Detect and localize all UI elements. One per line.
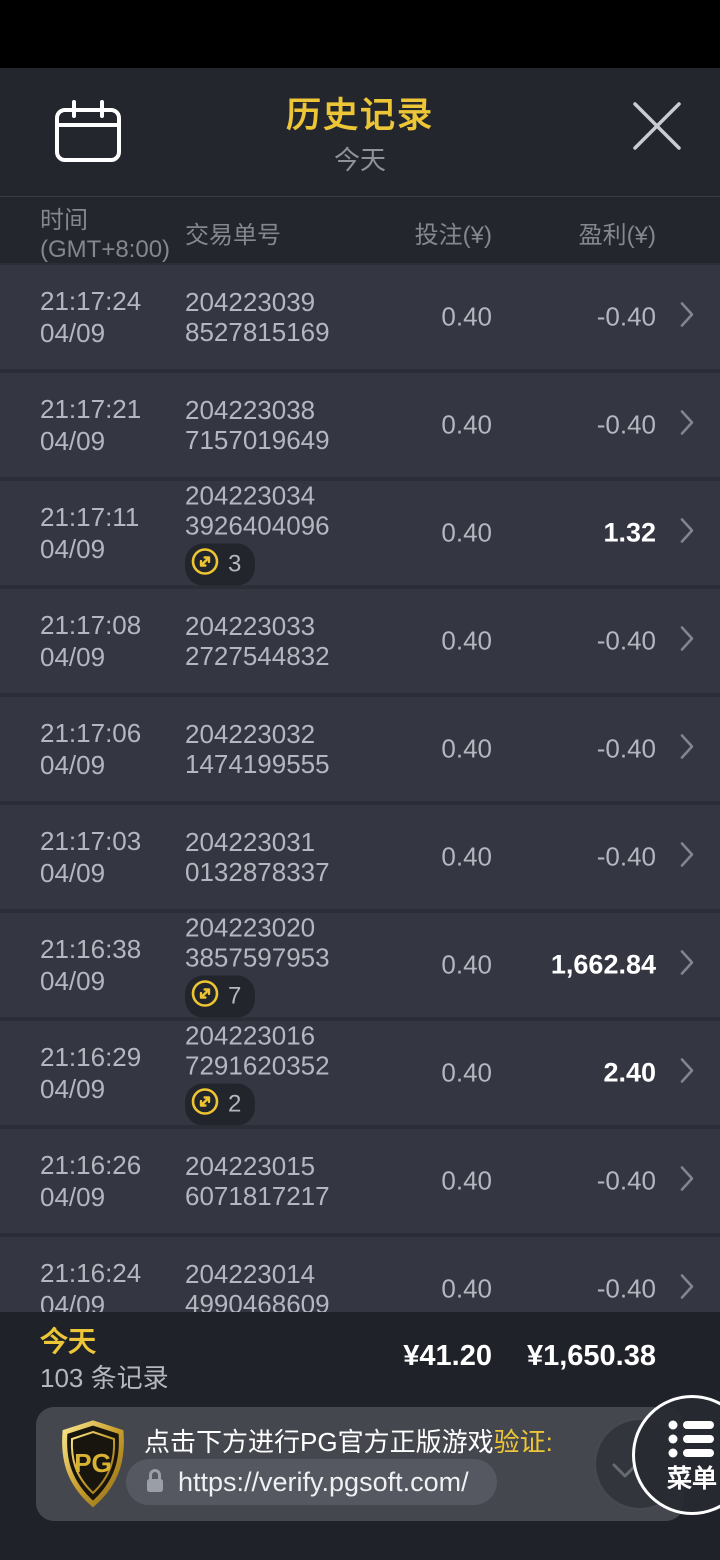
row-order-number: 204223038 7157019649 — [185, 395, 330, 455]
row-bet: 0.40 — [441, 517, 492, 548]
verify-url: https://verify.pgsoft.com/ — [178, 1466, 469, 1497]
history-row[interactable]: 21:17:06 04/09 204223032 1474199555 0.40… — [0, 697, 720, 801]
row-bet: 0.40 — [441, 1165, 492, 1196]
verify-url-button[interactable]: https://verify.pgsoft.com/ — [126, 1459, 497, 1505]
row-order-number: 204223020 3857597953 7 — [185, 913, 330, 1018]
status-bar — [0, 0, 720, 68]
chevron-right-icon — [680, 410, 694, 441]
row-order-number: 204223015 6071817217 — [185, 1151, 330, 1211]
chevron-down-icon — [612, 1462, 638, 1485]
row-time: 21:16:29 04/09 — [40, 1042, 142, 1104]
history-list: 21:17:24 04/09 204223039 8527815169 0.40… — [0, 263, 720, 1312]
menu-button-label: 菜单 — [666, 1464, 717, 1493]
free-spins-badge: 7 — [185, 975, 256, 1018]
chevron-right-icon — [680, 734, 694, 765]
row-time: 21:17:11 04/09 — [40, 502, 140, 564]
lock-icon — [144, 1467, 166, 1498]
row-time: 21:16:38 04/09 — [40, 934, 142, 996]
menu-button[interactable]: 菜单 — [632, 1395, 720, 1515]
row-profit: -0.40 — [596, 1273, 656, 1304]
row-profit: -0.40 — [596, 409, 656, 440]
row-order-number: 204223032 1474199555 — [185, 719, 330, 779]
table-header: 时间 (GMT+8:00) 交易单号 投注(¥) 盈利(¥) — [0, 196, 720, 263]
verify-card: PG 点击下方进行PG官方正版游戏验证: https://verify.pgso… — [36, 1407, 684, 1521]
row-bet: 0.40 — [441, 625, 492, 656]
svg-text:PG: PG — [74, 1448, 112, 1478]
close-icon — [629, 98, 685, 157]
row-time: 21:17:08 04/09 — [40, 610, 142, 672]
row-bet: 0.40 — [441, 1057, 492, 1088]
row-profit: -0.40 — [596, 841, 656, 872]
row-profit: 1,662.84 — [550, 949, 656, 980]
chevron-right-icon — [680, 518, 694, 549]
row-order-number: 204223031 0132878337 — [185, 827, 330, 887]
history-row[interactable]: 21:17:24 04/09 204223039 8527815169 0.40… — [0, 265, 720, 369]
row-order-number: 204223016 7291620352 2 — [185, 1021, 330, 1126]
free-spins-icon — [190, 1087, 220, 1123]
summary-total-bet: ¥41.20 — [403, 1340, 492, 1372]
free-spins-count: 2 — [228, 1090, 242, 1118]
row-bet: 0.40 — [441, 733, 492, 764]
free-spins-badge: 2 — [185, 1083, 256, 1126]
column-header-order: 交易单号 — [185, 222, 281, 249]
row-bet: 0.40 — [441, 301, 492, 332]
row-profit: 2.40 — [603, 1057, 656, 1088]
row-profit: -0.40 — [596, 1165, 656, 1196]
row-time: 21:17:24 04/09 — [40, 286, 142, 348]
row-order-number: 204223014 4990468609 — [185, 1259, 330, 1312]
history-row[interactable]: 21:17:08 04/09 204223033 2727544832 0.40… — [0, 589, 720, 693]
row-profit: -0.40 — [596, 733, 656, 764]
history-row[interactable]: 21:17:11 04/09 204223034 3926404096 3 0.… — [0, 481, 720, 586]
menu-list-icon — [668, 1419, 716, 1462]
row-profit: 1.32 — [603, 517, 656, 548]
history-row[interactable]: 21:16:24 04/09 204223014 4990468609 0.40… — [0, 1237, 720, 1312]
calendar-icon — [53, 99, 123, 167]
row-profit: -0.40 — [596, 301, 656, 332]
chevron-right-icon — [680, 1058, 694, 1089]
row-time: 21:17:03 04/09 — [40, 826, 142, 888]
verify-highlight: 验证: — [493, 1427, 553, 1457]
summary-total-profit: ¥1,650.38 — [526, 1340, 656, 1372]
free-spins-badge: 3 — [185, 543, 256, 586]
chevron-right-icon — [680, 842, 694, 873]
calendar-button[interactable] — [52, 99, 124, 167]
chevron-right-icon — [680, 1166, 694, 1197]
history-row[interactable]: 21:16:26 04/09 204223015 6071817217 0.40… — [0, 1129, 720, 1233]
row-profit: -0.40 — [596, 625, 656, 656]
free-spins-icon — [190, 979, 220, 1015]
free-spins-icon — [190, 547, 220, 583]
row-order-number: 204223034 3926404096 3 — [185, 481, 330, 586]
row-bet: 0.40 — [441, 409, 492, 440]
history-row[interactable]: 21:17:21 04/09 204223038 7157019649 0.40… — [0, 373, 720, 477]
verify-text: 点击下方进行PG官方正版游戏验证: — [144, 1427, 553, 1457]
chevron-right-icon — [680, 626, 694, 657]
row-bet: 0.40 — [441, 841, 492, 872]
free-spins-count: 3 — [228, 550, 242, 578]
row-order-number: 204223039 8527815169 — [185, 287, 330, 347]
row-time: 21:17:06 04/09 — [40, 718, 142, 780]
row-time: 21:17:21 04/09 — [40, 394, 142, 456]
bottom-section: 今天 103 条记录 ¥41.20 ¥1,650.38 PG — [0, 1312, 720, 1560]
history-row[interactable]: 21:16:29 04/09 204223016 7291620352 2 0.… — [0, 1021, 720, 1126]
history-row[interactable]: 21:17:03 04/09 204223031 0132878337 0.40… — [0, 805, 720, 909]
row-bet: 0.40 — [441, 949, 492, 980]
summary-period: 今天 — [40, 1326, 97, 1357]
history-row[interactable]: 21:16:38 04/09 204223020 3857597953 7 0.… — [0, 913, 720, 1018]
close-button[interactable] — [626, 96, 688, 158]
row-bet: 0.40 — [441, 1273, 492, 1304]
chevron-right-icon — [680, 302, 694, 333]
pg-shield-logo: PG — [58, 1420, 128, 1513]
row-order-number: 204223033 2727544832 — [185, 611, 330, 671]
chevron-right-icon — [680, 950, 694, 981]
chevron-right-icon — [680, 1274, 694, 1305]
column-header-bet: 投注(¥) — [414, 222, 492, 249]
app-header: 历史记录 今天 — [0, 68, 720, 196]
row-time: 21:16:26 04/09 — [40, 1150, 142, 1212]
summary-record-count: 103 条记录 — [40, 1363, 169, 1393]
free-spins-count: 7 — [228, 982, 242, 1010]
row-time: 21:16:24 04/09 — [40, 1258, 142, 1312]
column-header-time: 时间 (GMT+8:00) — [40, 207, 171, 263]
column-header-profit: 盈利(¥) — [578, 222, 656, 249]
